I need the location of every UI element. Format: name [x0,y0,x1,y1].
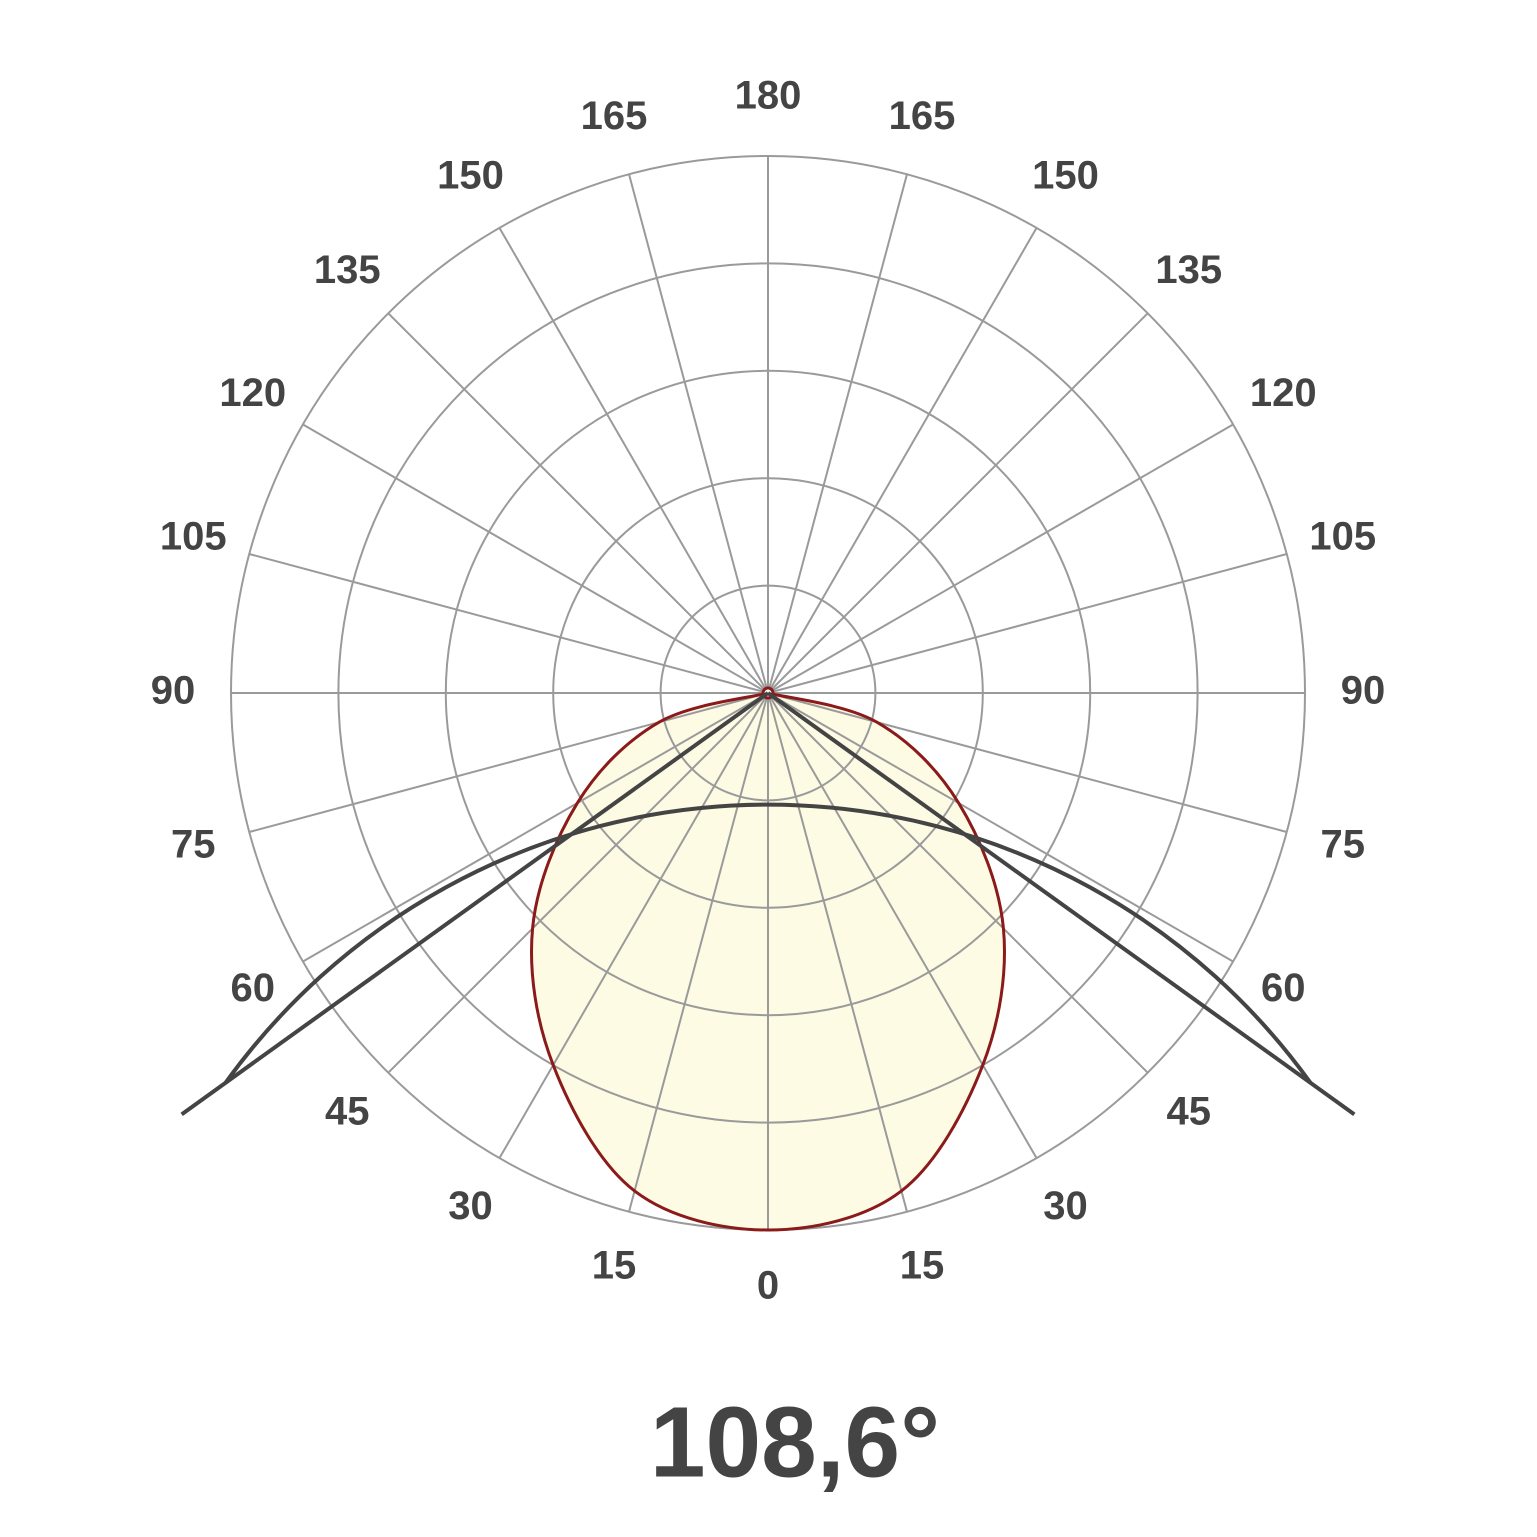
grid-spoke [249,553,769,694]
grid-spoke [249,692,769,833]
angle-label: 75 [1320,823,1365,867]
grid-spoke [767,312,1149,694]
angle-label: 105 [160,515,227,559]
angle-label: 75 [171,823,216,867]
grid-spoke [302,423,769,694]
angle-label: 135 [314,248,381,292]
beam-line [180,691,770,1116]
grid-spoke [767,423,1234,694]
angle-label: 60 [1261,966,1306,1010]
angle-label: 90 [1341,669,1386,713]
grid-spoke [767,692,1287,833]
angle-label: 105 [1309,515,1376,559]
angle-label: 150 [437,153,504,197]
angle-label: 15 [592,1243,637,1287]
grid-spoke [387,692,769,1074]
beam-line [766,691,1356,1116]
grid-spoke [767,174,908,694]
grid-spoke [628,692,769,1212]
angle-label: 120 [219,371,286,415]
beam-arc [223,802,1313,1084]
angle-label: 150 [1032,153,1099,197]
angle-label: 120 [1250,371,1317,415]
angle-label: 165 [889,94,956,138]
grid-spoke [628,174,769,694]
grid-spoke [767,227,1038,694]
grid-spoke [498,227,769,694]
angle-label: 0 [757,1264,779,1308]
beam-angle-label: 108,6° [650,1386,940,1498]
grid-spoke [767,692,1149,1074]
grid-spoke [767,692,1234,963]
angle-label: 30 [448,1184,493,1228]
grid-spoke [767,692,1038,1159]
grid-spoke [767,692,908,1212]
angle-label: 90 [151,669,196,713]
grid-spoke [302,692,769,963]
angle-label: 45 [1166,1089,1211,1133]
grid-spoke [767,553,1287,694]
angle-label: 135 [1155,248,1222,292]
grid-spoke [498,692,769,1159]
angle-label: 45 [325,1089,370,1133]
angle-label: 30 [1043,1184,1088,1228]
angle-label: 60 [230,966,275,1010]
angle-label: 15 [900,1243,945,1287]
curve [530,691,1006,1232]
angle-label: 180 [735,74,802,118]
grid-spoke [387,312,769,694]
angle-label: 165 [581,94,648,138]
